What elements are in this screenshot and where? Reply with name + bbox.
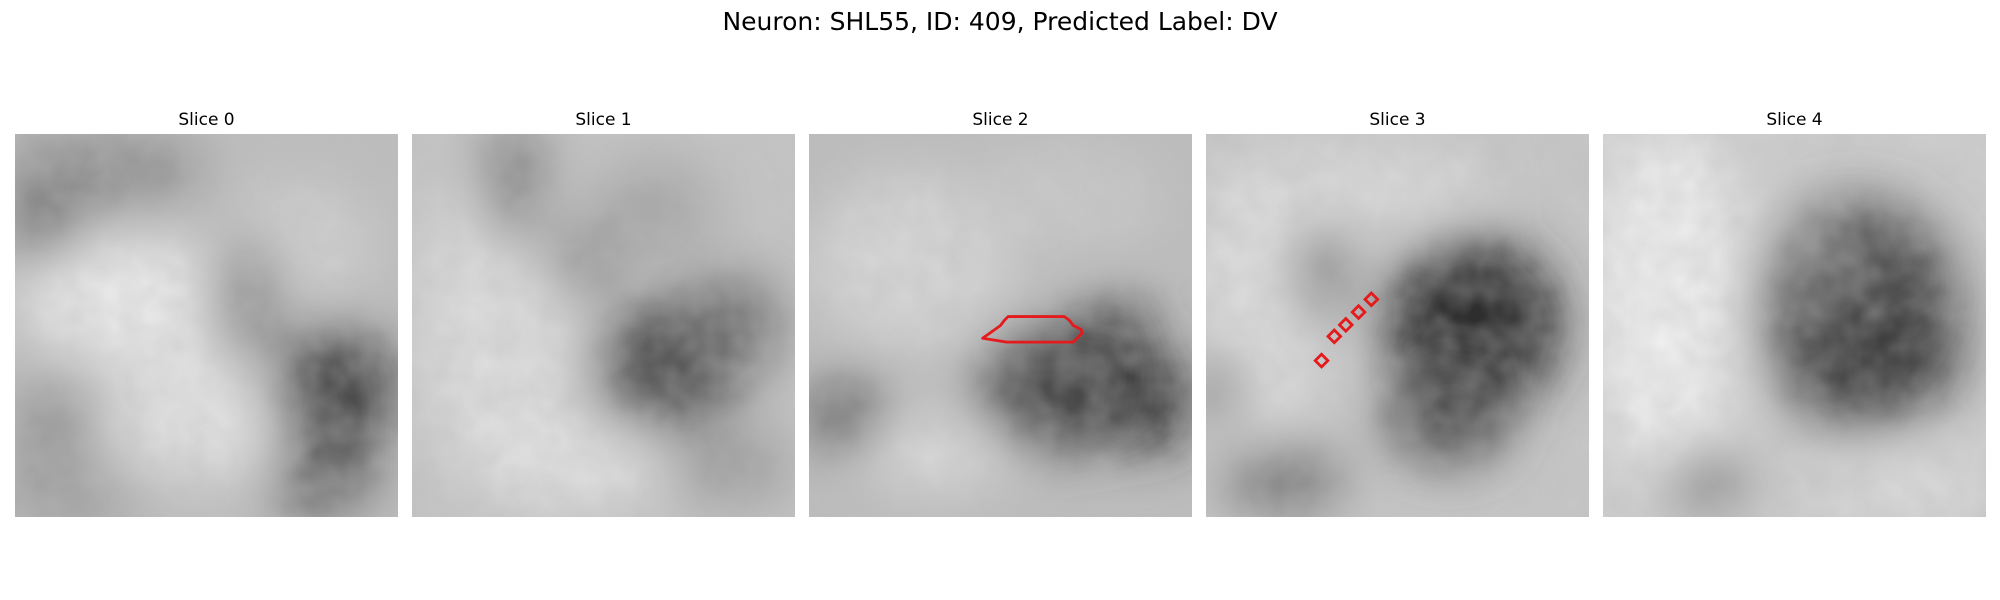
roi-marker — [1363, 291, 1380, 308]
slice-image-3 — [1206, 134, 1589, 517]
slice-image-1 — [412, 134, 795, 517]
slice-image-0 — [15, 134, 398, 517]
roi-marker — [1350, 303, 1367, 321]
slice-title-0: Slice 0 — [178, 110, 235, 130]
slice-image-4 — [1603, 134, 1986, 517]
slice-title-2: Slice 2 — [972, 110, 1029, 130]
roi-marker — [1337, 316, 1355, 334]
slice-title-3: Slice 3 — [1369, 110, 1426, 130]
slice-image-2 — [809, 134, 1192, 517]
roi-marker — [1325, 328, 1343, 345]
slice-title-1: Slice 1 — [575, 110, 632, 130]
roi-marker — [1313, 352, 1330, 369]
slice-title-4: Slice 4 — [1766, 110, 1823, 130]
roi-polygon — [981, 315, 1084, 344]
roi-markers — [1313, 291, 1380, 369]
figure-title: Neuron: SHL55, ID: 409, Predicted Label:… — [722, 7, 1278, 36]
